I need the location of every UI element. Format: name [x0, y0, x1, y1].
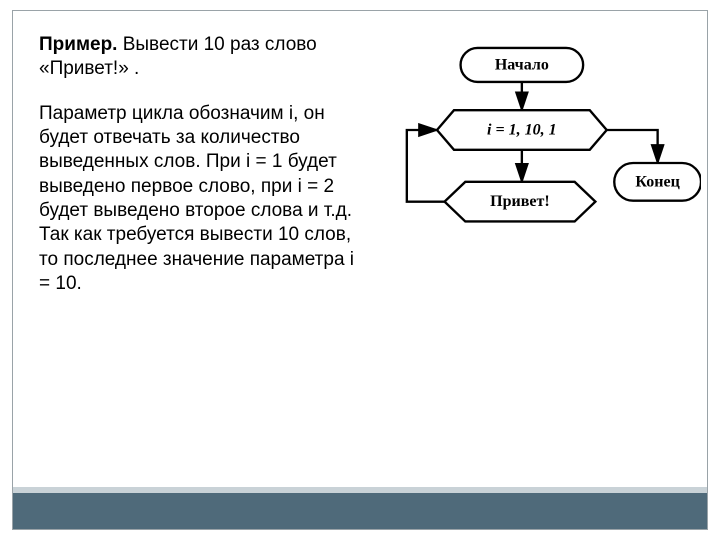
title-prefix: Пример.: [39, 34, 117, 55]
text-column: Пример. Вывести 10 раз слово «Привет!» .…: [39, 33, 371, 296]
flowchart-svg: Начало i = 1, 10, 1 Привет! Конец: [371, 33, 701, 293]
example-body: Параметр цикла обозначим i, он будет отв…: [39, 102, 363, 297]
svg-text:Конец: Конец: [635, 173, 679, 190]
footer-bar: [13, 493, 707, 529]
svg-text:Привет!: Привет!: [490, 193, 550, 210]
example-title: Пример. Вывести 10 раз слово «Привет!» .: [39, 33, 363, 82]
content-area: Пример. Вывести 10 раз слово «Привет!» .…: [13, 11, 707, 296]
svg-text:Начало: Начало: [494, 56, 548, 73]
svg-text:i = 1, 10, 1: i = 1, 10, 1: [487, 121, 557, 138]
diagram-column: Начало i = 1, 10, 1 Привет! Конец: [371, 33, 697, 296]
slide-frame: Пример. Вывести 10 раз слово «Привет!» .…: [12, 10, 708, 530]
